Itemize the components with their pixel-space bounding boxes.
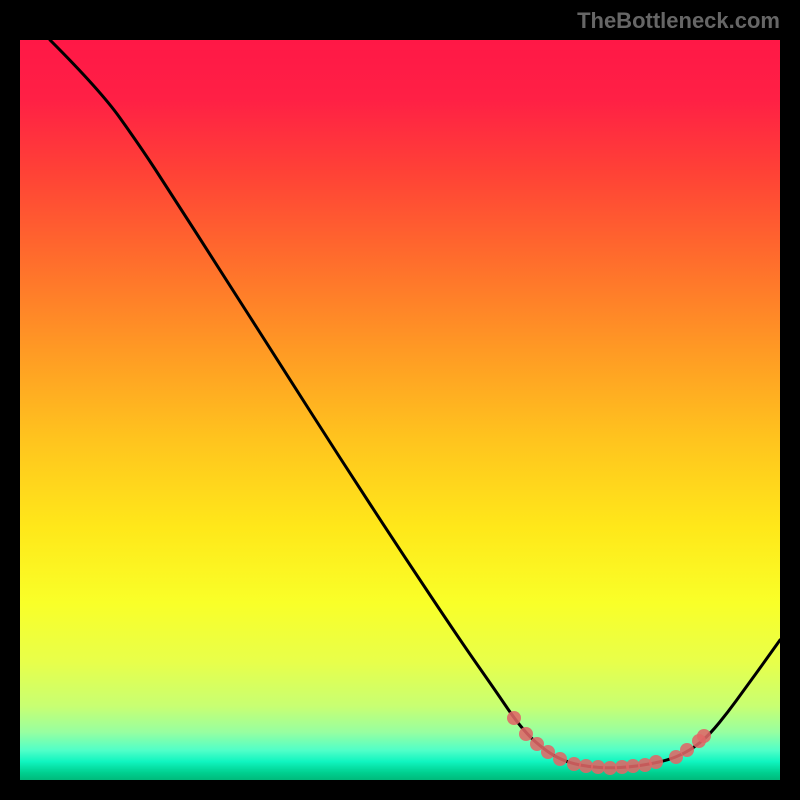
- curve-overlay: [20, 40, 780, 780]
- plot-area: [20, 40, 780, 780]
- curve-marker: [697, 729, 711, 743]
- curve-marker: [680, 743, 694, 757]
- watermark-text: TheBottleneck.com: [577, 8, 780, 34]
- curve-marker: [519, 727, 533, 741]
- curve-marker: [603, 761, 617, 775]
- curve-marker: [649, 755, 663, 769]
- curve-marker: [626, 759, 640, 773]
- bottleneck-curve: [50, 40, 780, 768]
- curve-marker: [579, 759, 593, 773]
- curve-marker: [507, 711, 521, 725]
- markers-group: [507, 711, 711, 775]
- curve-marker: [541, 745, 555, 759]
- curve-marker: [567, 757, 581, 771]
- chart-container: TheBottleneck.com: [0, 0, 800, 800]
- curve-marker: [591, 760, 605, 774]
- curve-marker: [553, 752, 567, 766]
